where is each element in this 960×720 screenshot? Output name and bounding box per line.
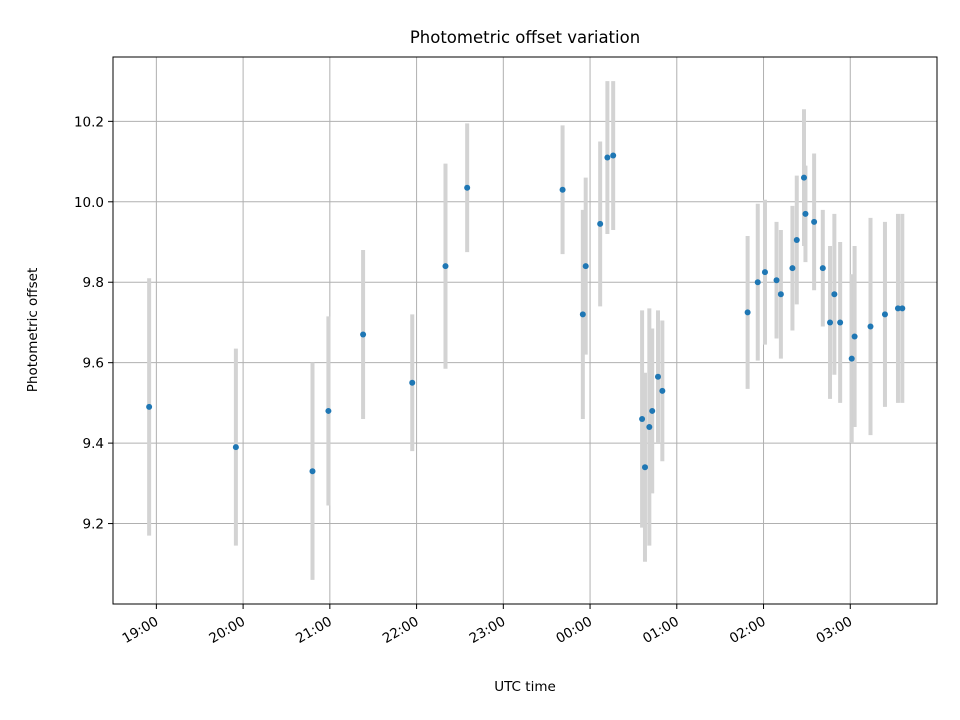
data-point bbox=[819, 265, 826, 272]
chart-title: Photometric offset variation bbox=[410, 28, 640, 47]
data-point bbox=[801, 174, 808, 181]
data-point bbox=[597, 220, 604, 227]
data-point bbox=[309, 468, 316, 475]
data-point bbox=[827, 319, 834, 326]
data-point bbox=[442, 263, 449, 270]
y-tick-label: 9.8 bbox=[83, 275, 104, 291]
data-point bbox=[881, 311, 888, 318]
data-point bbox=[232, 444, 239, 451]
data-point bbox=[837, 319, 844, 326]
y-axis-ticks: 9.2 9.4 9.6 9.8 10.0 10.2 bbox=[74, 114, 113, 533]
data-point bbox=[761, 269, 768, 276]
data-point bbox=[744, 309, 751, 316]
x-tick-label: 23:00 bbox=[467, 614, 509, 647]
data-point bbox=[559, 186, 566, 193]
data-point bbox=[325, 407, 332, 414]
y-tick-label: 9.4 bbox=[83, 436, 104, 452]
y-tick-label: 10.0 bbox=[74, 195, 104, 211]
data-point bbox=[659, 387, 666, 394]
data-point bbox=[639, 415, 646, 422]
data-point bbox=[773, 277, 780, 284]
data-point bbox=[867, 323, 874, 330]
data-point bbox=[646, 424, 653, 431]
data-point bbox=[579, 311, 586, 318]
x-tick-label: 00:00 bbox=[553, 614, 595, 647]
data-point bbox=[777, 291, 784, 298]
y-tick-label: 10.2 bbox=[74, 114, 104, 130]
data-point bbox=[754, 279, 761, 286]
data-point bbox=[851, 333, 858, 340]
x-tick-label: 03:00 bbox=[814, 614, 856, 647]
x-axis-ticks: 19:00 20:00 21:00 22:00 23:00 00:00 01:00 02:00… bbox=[120, 604, 856, 647]
x-tick-label: 19:00 bbox=[120, 614, 162, 647]
y-tick-label: 9.6 bbox=[83, 356, 104, 372]
data-point bbox=[649, 407, 656, 414]
data-point bbox=[831, 291, 838, 298]
data-point bbox=[811, 218, 818, 225]
error-bars bbox=[147, 81, 905, 580]
data-points bbox=[146, 152, 906, 475]
x-tick-label: 21:00 bbox=[293, 614, 335, 647]
y-axis-label: Photometric offset bbox=[25, 268, 41, 392]
data-point bbox=[582, 263, 589, 270]
x-tick-label: 02:00 bbox=[727, 614, 769, 647]
data-point bbox=[604, 154, 611, 161]
x-tick-label: 22:00 bbox=[380, 614, 422, 647]
data-point bbox=[641, 464, 648, 471]
data-point bbox=[789, 265, 796, 272]
data-point bbox=[848, 355, 855, 362]
y-tick-label: 9.2 bbox=[83, 517, 104, 533]
data-point bbox=[464, 184, 471, 191]
data-point bbox=[610, 152, 617, 159]
plot-frame bbox=[112, 56, 938, 605]
data-point bbox=[899, 305, 906, 312]
data-point bbox=[894, 305, 901, 312]
grid bbox=[113, 57, 937, 604]
data-point bbox=[802, 210, 809, 217]
data-point bbox=[146, 403, 153, 410]
data-point bbox=[793, 237, 800, 244]
data-point bbox=[360, 331, 367, 338]
x-axis-label: UTC time bbox=[494, 679, 556, 695]
x-tick-label: 20:00 bbox=[206, 614, 248, 647]
data-point bbox=[654, 373, 661, 380]
x-tick-label: 01:00 bbox=[640, 614, 682, 647]
data-point bbox=[409, 379, 416, 386]
